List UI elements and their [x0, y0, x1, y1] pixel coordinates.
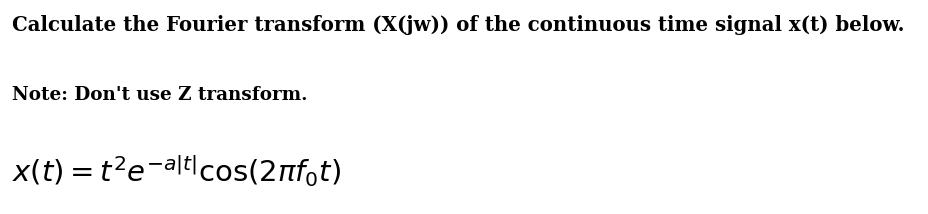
Text: Calculate the Fourier transform (X(jw)) of the continuous time signal x(t) below: Calculate the Fourier transform (X(jw)) …	[12, 15, 904, 35]
Text: $x(t) = t^2 e^{-a|t|} \cos(2\pi f_0 t)$: $x(t) = t^2 e^{-a|t|} \cos(2\pi f_0 t)$	[12, 154, 341, 189]
Text: Note: Don't use Z transform.: Note: Don't use Z transform.	[12, 86, 307, 104]
